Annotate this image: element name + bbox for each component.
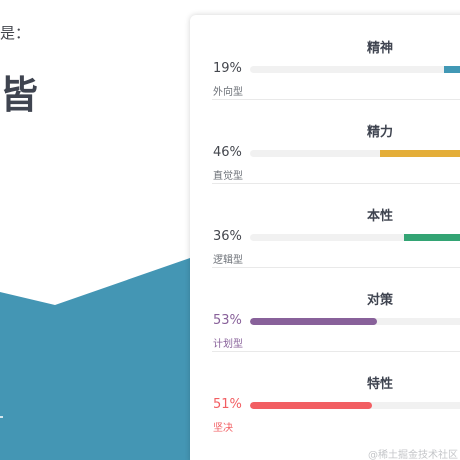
trait-bar-fill — [250, 318, 377, 325]
trait-title: 本性 — [366, 209, 393, 224]
result-intro-label: 是： — [0, 24, 31, 42]
trait-title: 对策 — [366, 293, 393, 308]
trait-bar-track — [250, 150, 460, 157]
trait-bar-track — [250, 234, 460, 241]
trait-type: 外向型 — [213, 87, 243, 98]
trait-bar-fill — [380, 150, 460, 157]
trait-row-tactics: 对策 53% 计划型 — [190, 267, 460, 351]
trait-percent: 36% — [213, 229, 242, 244]
traits-card: 精神 19% 外向型 精力 46% 直觉型 本性 36% 逻辑型 对策 53 — [190, 15, 460, 460]
trait-percent: 53% — [213, 313, 242, 328]
trait-title: 特性 — [366, 377, 393, 392]
trait-title: 精神 — [366, 41, 393, 56]
trait-row-mind: 精神 19% 外向型 — [190, 15, 460, 99]
trait-bar-track — [250, 318, 460, 325]
watermark-text: @稀土掘金技术社区 — [368, 450, 458, 460]
trait-title: 精力 — [366, 125, 393, 140]
trait-percent: 51% — [213, 397, 242, 412]
trait-row-energy: 精力 46% 直觉型 — [190, 99, 460, 183]
trait-row-nature: 本性 36% 逻辑型 — [190, 183, 460, 267]
trait-percent: 46% — [213, 145, 242, 160]
trait-type: 计划型 — [213, 339, 243, 350]
trait-type: 逻辑型 — [213, 255, 243, 266]
trait-type: 坚决 — [213, 423, 233, 434]
trait-percent: 19% — [213, 61, 242, 76]
trait-type: 直觉型 — [213, 171, 243, 182]
trait-bar-track — [250, 402, 460, 409]
teal-band-shape — [0, 258, 190, 460]
trait-bar-fill — [404, 234, 460, 241]
result-type-name: 皆 — [0, 73, 39, 117]
trait-bar-fill — [444, 66, 460, 73]
decorative-dash — [0, 416, 3, 418]
trait-row-identity: 特性 51% 坚决 — [190, 351, 460, 435]
trait-bar-fill — [250, 402, 372, 409]
trait-bar-track — [250, 66, 460, 73]
